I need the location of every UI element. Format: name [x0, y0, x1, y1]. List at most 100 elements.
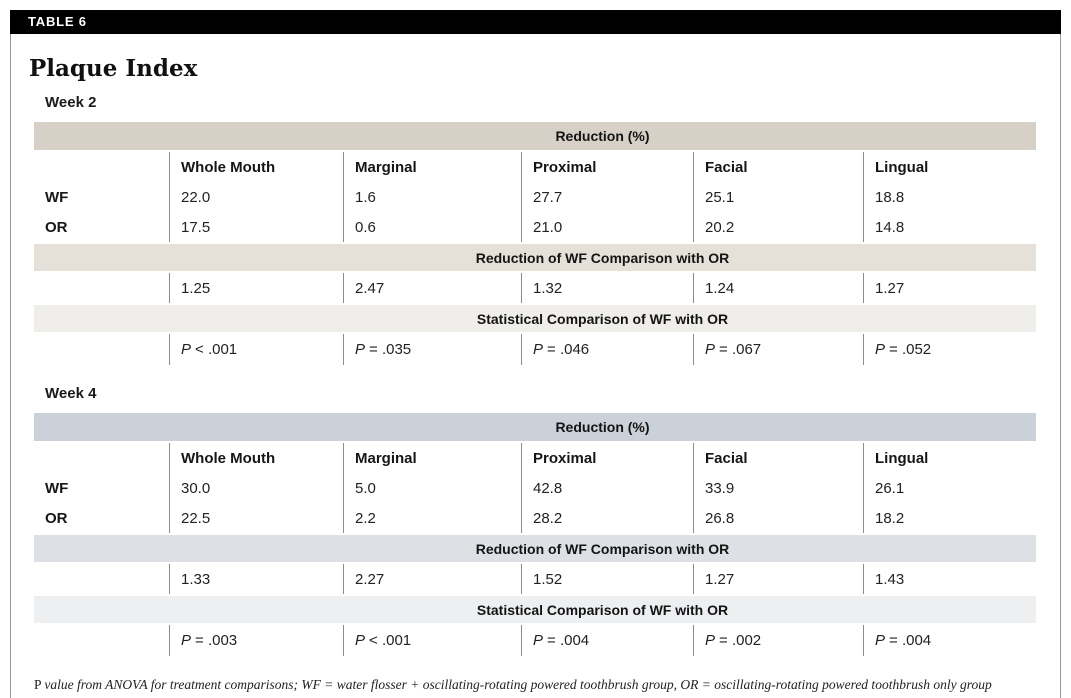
value-cell: 27.7: [521, 182, 693, 212]
p-value: = .046: [547, 341, 590, 358]
p-value: = .035: [369, 341, 412, 358]
p-symbol: P: [705, 632, 716, 649]
ratio-cell: 1.52: [521, 564, 693, 594]
column-header: Whole Mouth: [169, 152, 343, 182]
p-symbol: P: [181, 341, 192, 358]
table-row-or: OR 22.5 2.2 28.2 26.8 18.2: [34, 503, 1036, 533]
p-symbol: P: [533, 632, 544, 649]
row-label: WF: [45, 479, 69, 497]
value-cell: 0.6: [343, 212, 521, 242]
column-header-row: Whole Mouth Marginal Proximal Facial Lin…: [34, 443, 1036, 473]
value-cell: 28.2: [521, 503, 693, 533]
ratio-row: 1.33 2.27 1.52 1.27 1.43: [34, 564, 1036, 594]
table-number-label: TABLE 6: [28, 14, 87, 29]
p-value: = .004: [889, 632, 932, 649]
pvalue-cell: P < .001: [169, 334, 343, 365]
value-cell: 18.2: [863, 503, 1036, 533]
table-footnote: P value from ANOVA for treatment compari…: [34, 677, 1060, 693]
column-header: Lingual: [863, 443, 1036, 473]
table-row-wf: WF 30.0 5.0 42.8 33.9 26.1: [34, 473, 1036, 503]
corner-cell: [34, 443, 169, 473]
ratio-cell: 2.47: [343, 273, 521, 303]
statistical-band: Statistical Comparison of WF with OR: [34, 596, 1036, 623]
value-cell: 22.5: [169, 503, 343, 533]
value-cell: 18.8: [863, 182, 1036, 212]
column-header: Proximal: [521, 443, 693, 473]
p-value: = .067: [719, 341, 762, 358]
p-symbol: P: [181, 632, 192, 649]
statistical-band: Statistical Comparison of WF with OR: [34, 305, 1036, 332]
reduction-band-label: Reduction (%): [555, 419, 650, 435]
pvalue-cell: P = .004: [521, 625, 693, 656]
ratio-row: 1.25 2.47 1.32 1.24 1.27: [34, 273, 1036, 303]
p-symbol: P: [355, 632, 366, 649]
ratio-band: Reduction of WF Comparison with OR: [34, 244, 1036, 271]
footnote-p-symbol: P: [34, 677, 42, 692]
reduction-band-label: Reduction (%): [555, 128, 650, 144]
empty-label-cell: [34, 564, 169, 594]
pvalue-cell: P = .052: [863, 334, 1036, 365]
column-header: Marginal: [343, 443, 521, 473]
column-header: Lingual: [863, 152, 1036, 182]
p-symbol: P: [705, 341, 716, 358]
reduction-band: Reduction (%): [34, 122, 1036, 150]
week-label: Week 2: [45, 94, 97, 111]
pvalue-cell: P = .003: [169, 625, 343, 656]
ratio-band-label: Reduction of WF Comparison with OR: [475, 249, 730, 266]
ratio-cell: 1.27: [693, 564, 863, 594]
value-cell: 25.1: [693, 182, 863, 212]
p-value: = .003: [195, 632, 238, 649]
statistical-band-label: Statistical Comparison of WF with OR: [476, 310, 729, 327]
value-cell: 1.6: [343, 182, 521, 212]
value-cell: 20.2: [693, 212, 863, 242]
p-value: < .001: [369, 632, 412, 649]
footnote-text: value from ANOVA for treatment compariso…: [44, 677, 992, 692]
corner-cell: [34, 152, 169, 182]
ratio-cell: 1.25: [169, 273, 343, 303]
table-row-or: OR 17.5 0.6 21.0 20.2 14.8: [34, 212, 1036, 242]
ratio-cell: 1.27: [863, 273, 1036, 303]
value-cell: 26.8: [693, 503, 863, 533]
empty-label-cell: [34, 334, 169, 365]
column-header: Facial: [693, 443, 863, 473]
value-cell: 30.0: [169, 473, 343, 503]
table-row-wf: WF 22.0 1.6 27.7 25.1 18.8: [34, 182, 1036, 212]
p-value: = .004: [547, 632, 590, 649]
column-header-row: Whole Mouth Marginal Proximal Facial Lin…: [34, 152, 1036, 182]
row-label: OR: [45, 509, 68, 527]
value-cell: 2.2: [343, 503, 521, 533]
p-value: = .052: [889, 341, 932, 358]
p-symbol: P: [875, 341, 886, 358]
p-symbol: P: [875, 632, 886, 649]
value-cell: 42.8: [521, 473, 693, 503]
pvalue-cell: P = .004: [863, 625, 1036, 656]
p-symbol: P: [355, 341, 366, 358]
week-4-table: Reduction (%) Whole Mouth Marginal Proxi…: [34, 413, 1036, 656]
table-title: Plaque Index: [29, 55, 198, 82]
ratio-cell: 2.27: [343, 564, 521, 594]
week-4-section: Week 4 Reduction (%) Whole Mouth Margina…: [29, 386, 1060, 656]
column-header: Marginal: [343, 152, 521, 182]
pvalue-cell: P = .046: [521, 334, 693, 365]
empty-label-cell: [34, 273, 169, 303]
reduction-band: Reduction (%): [34, 413, 1036, 441]
value-cell: 33.9: [693, 473, 863, 503]
value-cell: 17.5: [169, 212, 343, 242]
ratio-band-label: Reduction of WF Comparison with OR: [475, 540, 730, 557]
column-header: Facial: [693, 152, 863, 182]
p-symbol: P: [533, 341, 544, 358]
table-number-bar: TABLE 6: [10, 10, 1061, 34]
ratio-cell: 1.33: [169, 564, 343, 594]
value-cell: 26.1: [863, 473, 1036, 503]
pvalue-row: P = .003 P < .001 P = .004 P = .002 P = .004: [34, 625, 1036, 656]
ratio-band: Reduction of WF Comparison with OR: [34, 535, 1036, 562]
week-2-section: Week 2 Reduction (%) Whole Mouth Margina…: [29, 95, 1060, 365]
column-header: Whole Mouth: [169, 443, 343, 473]
week-label: Week 4: [45, 385, 97, 402]
p-value: < .001: [195, 341, 238, 358]
pvalue-cell: P = .035: [343, 334, 521, 365]
statistical-band-label: Statistical Comparison of WF with OR: [476, 601, 729, 618]
value-cell: 14.8: [863, 212, 1036, 242]
value-cell: 21.0: [521, 212, 693, 242]
